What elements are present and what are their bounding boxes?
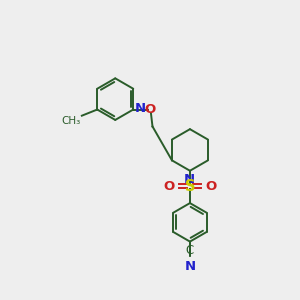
Text: CH₃: CH₃: [62, 116, 81, 127]
Text: N: N: [184, 173, 195, 186]
Text: S: S: [185, 178, 195, 194]
Text: O: O: [145, 103, 156, 116]
Text: O: O: [163, 180, 175, 193]
Text: O: O: [205, 180, 217, 193]
Text: N: N: [135, 102, 146, 115]
Text: N: N: [184, 260, 196, 273]
Text: C: C: [186, 244, 194, 256]
